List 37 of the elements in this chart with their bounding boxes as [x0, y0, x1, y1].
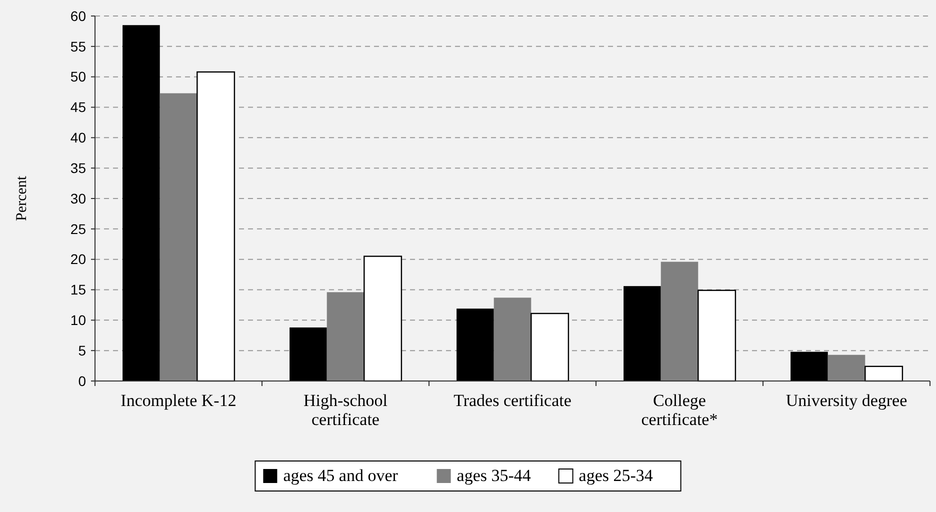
bar	[790, 352, 828, 381]
bar	[624, 286, 661, 381]
x-tick-label: College certificate*	[641, 391, 718, 429]
bar	[530, 312, 570, 382]
y-tick-label: 35	[70, 160, 86, 176]
x-tick-label: University degree	[786, 391, 908, 410]
bar	[828, 354, 866, 381]
bar	[364, 256, 402, 382]
bar	[494, 298, 532, 381]
y-tick-label: 0	[78, 372, 86, 389]
y-tick-label: 10	[70, 312, 86, 328]
y-tick-label: 5	[78, 342, 86, 358]
y-tick-label: 55	[70, 38, 86, 54]
y-tick-label: 20	[70, 251, 86, 268]
bar	[864, 366, 904, 382]
legend-label: ages 35-44	[456, 466, 532, 485]
legend-label: ages 25-34	[578, 466, 654, 485]
y-tick-label: 25	[70, 220, 86, 237]
y-tick-label: 45	[70, 99, 86, 116]
y-tick-label: 60	[70, 8, 86, 24]
y-tick-label: 50	[70, 68, 86, 85]
y-tick-label: 30	[70, 190, 86, 206]
bar	[698, 290, 736, 382]
bar	[326, 292, 364, 381]
bar	[122, 25, 160, 381]
bar	[160, 93, 198, 381]
x-tick-label: High-school certificate	[303, 391, 388, 429]
bar	[456, 308, 494, 381]
y-axis-title: Percent	[14, 175, 30, 221]
x-tick-label: Trades certificate	[454, 391, 572, 410]
x-tick-label: Incomplete K-12	[120, 391, 236, 410]
bar	[290, 327, 327, 381]
y-tick-label: 15	[70, 282, 86, 298]
bar	[660, 262, 698, 381]
legend-label: ages 45 and over	[283, 466, 398, 485]
y-tick-label: 40	[70, 130, 86, 146]
bar	[196, 71, 236, 382]
